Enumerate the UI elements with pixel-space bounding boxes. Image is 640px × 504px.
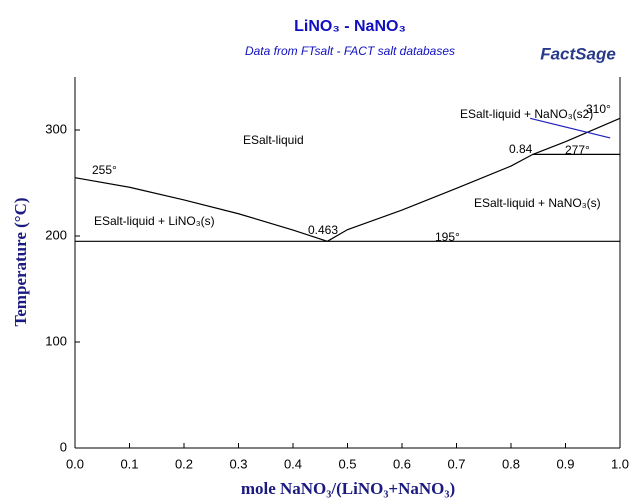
x-tick-label: 0.9: [556, 456, 574, 471]
y-tick-label: 0: [60, 439, 67, 454]
x-tick-label: 0.1: [120, 456, 138, 471]
annotation: 310°: [586, 102, 611, 116]
x-tick-label: 1.0: [611, 456, 629, 471]
x-tick-label: 0.7: [447, 456, 465, 471]
x-tick-label: 0.3: [229, 456, 247, 471]
annotation: ESalt-liquid: [243, 133, 304, 147]
x-tick-label: 0.6: [393, 456, 411, 471]
annotation: ESalt-liquid + NaNO₃(s2): [460, 107, 593, 121]
chart-title: LiNO₃ - NaNO₃: [294, 18, 406, 35]
x-tick-label: 0.2: [175, 456, 193, 471]
x-axis-label: mole NaNO₃/(LiNO₃+NaNO₃): [241, 479, 455, 498]
phase-boundary: [529, 117, 611, 139]
logo: FactSage: [540, 44, 616, 63]
y-tick-label: 100: [45, 333, 67, 348]
annotation: 0.84: [509, 142, 533, 156]
y-tick-label: 200: [45, 227, 67, 242]
y-tick-label: 300: [45, 121, 67, 136]
annotation: 255°: [92, 163, 117, 177]
annotation: 0.463: [308, 223, 338, 237]
annotation: ESalt-liquid + LiNO₃(s): [94, 214, 215, 228]
annotation: 195°: [435, 230, 460, 244]
annotation: 277°: [565, 143, 590, 157]
chart-subtitle: Data from FTsalt - FACT salt databases: [245, 44, 455, 58]
y-axis-label: Temperature (°C): [11, 197, 30, 326]
phase-boundary: [74, 177, 328, 242]
x-tick-label: 0.8: [502, 456, 520, 471]
annotation: ESalt-liquid + NaNO₃(s): [474, 196, 601, 210]
x-tick-label: 0.4: [284, 456, 302, 471]
x-tick-label: 0.0: [66, 456, 84, 471]
x-tick-label: 0.5: [338, 456, 356, 471]
phase-boundary: [327, 117, 621, 242]
